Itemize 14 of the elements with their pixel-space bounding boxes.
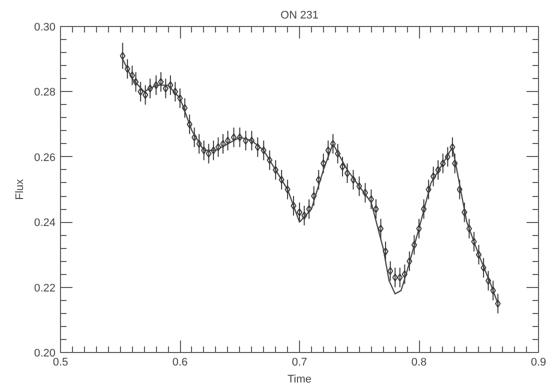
- chart-title: ON 231: [280, 10, 318, 22]
- y-tick-label: 0.28: [34, 86, 56, 99]
- x-tick-label: 0.7: [292, 356, 308, 368]
- x-tick-label: 0.6: [172, 356, 188, 368]
- y-tick-label: 0.24: [34, 217, 56, 230]
- x-tick-label: 0.5: [52, 356, 68, 368]
- y-tick-label: 0.26: [34, 152, 56, 164]
- y-tick-label: 0.20: [34, 348, 56, 360]
- x-tick-label: 0.8: [411, 356, 427, 368]
- y-tick-label: 0.22: [34, 282, 56, 294]
- y-axis-title: Flux: [14, 178, 26, 200]
- x-tick-label: 0.9: [530, 356, 546, 368]
- x-axis-title: Time: [287, 374, 312, 386]
- y-tick-label: 0.30: [34, 22, 56, 34]
